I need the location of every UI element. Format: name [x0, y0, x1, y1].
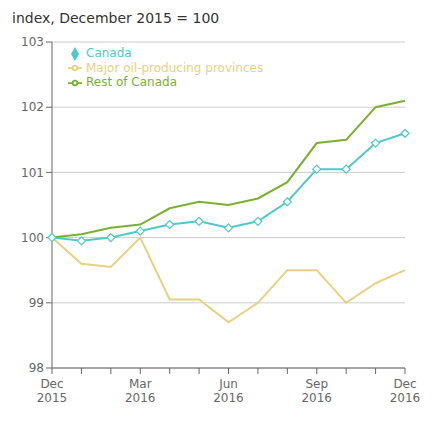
svg-text:Dec2015: Dec2015 [37, 377, 68, 405]
svg-text:Sep2016: Sep2016 [301, 377, 332, 405]
svg-text:Mar2016: Mar2016 [125, 377, 156, 405]
svg-text:101: 101 [21, 166, 44, 180]
html-text:index, December 2015 = 100: index, December 2015 = 100 [12, 10, 220, 26]
svg-text:99: 99 [29, 296, 44, 310]
svg-text:100: 100 [21, 231, 44, 245]
svg-text:Jun2016: Jun2016 [213, 377, 244, 405]
html-text:Canada: Canada [86, 46, 132, 60]
svg-text:Dec2016: Dec2016 [390, 377, 421, 405]
html-text:Major oil-producing provinces: Major oil-producing provinces [86, 60, 264, 75]
html-text:Rest of Canada: Rest of Canada [86, 75, 177, 89]
svg-text:102: 102 [21, 100, 44, 114]
svg-text:98: 98 [29, 361, 44, 375]
svg-text:103: 103 [21, 35, 44, 49]
